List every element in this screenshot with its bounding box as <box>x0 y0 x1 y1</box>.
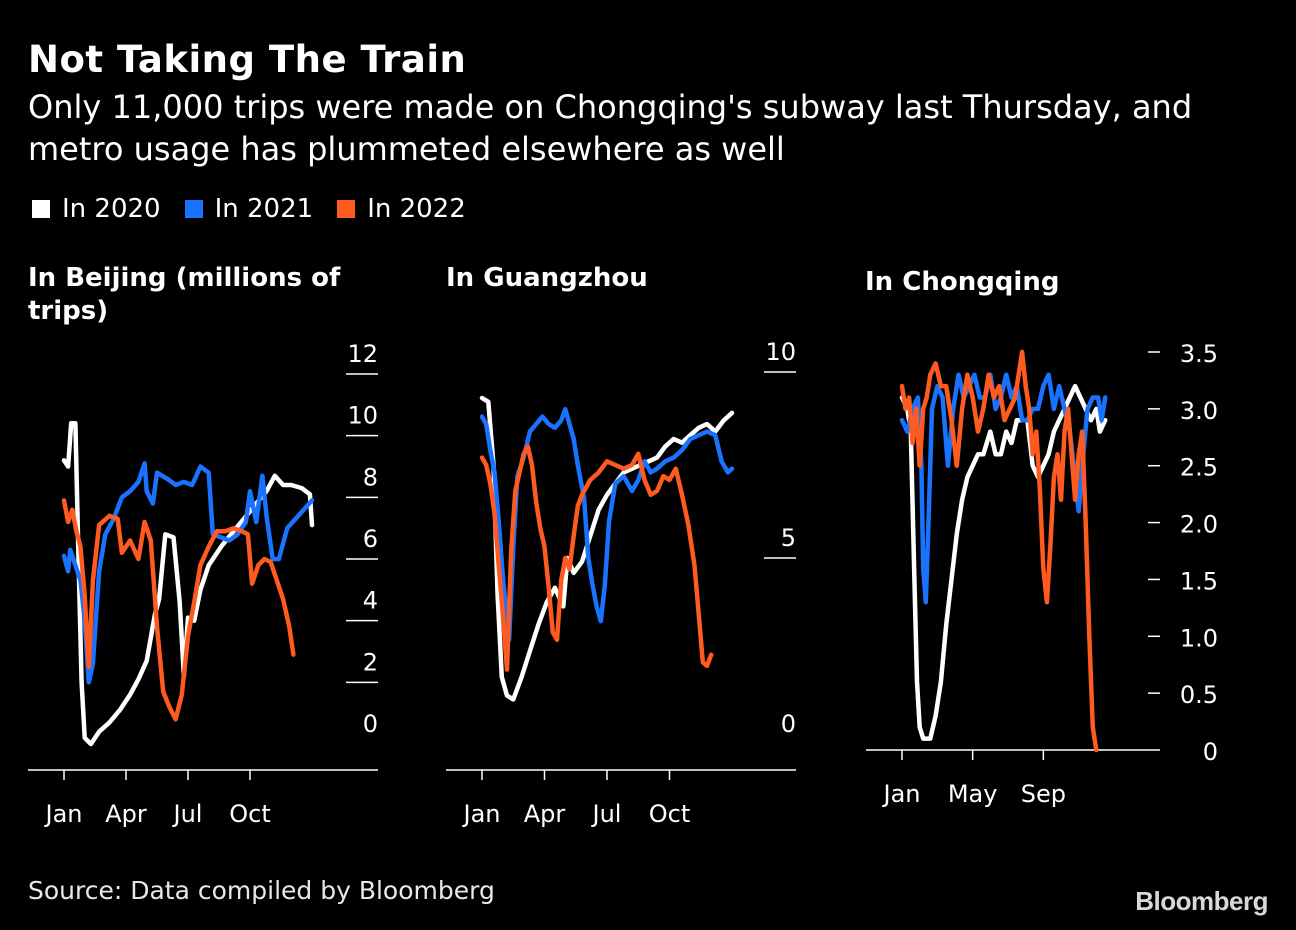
y-tick-label: 2.0 <box>1180 511 1218 539</box>
y-tick-label: 0.5 <box>1180 681 1218 709</box>
y-tick-label: 5 <box>781 524 796 552</box>
legend-item-2022[interactable]: In 2022 <box>337 194 466 224</box>
x-tick-label: Sep <box>1021 780 1066 808</box>
legend-swatch-2020 <box>32 200 50 218</box>
series-line-in-2021 <box>61 461 315 685</box>
bloomberg-logo: Bloomberg <box>1135 886 1268 916</box>
y-tick-label: 1.0 <box>1180 624 1218 652</box>
source-note: Source: Data compiled by Bloomberg <box>28 876 495 905</box>
x-tick-label: Apr <box>105 800 147 828</box>
chart-title: Not Taking The Train <box>28 38 467 81</box>
series-line-in-2022 <box>899 349 1099 753</box>
legend-item-2020[interactable]: In 2020 <box>32 194 161 224</box>
guangzhou-chart: 0 5 10 Jan Apr Jul Oct <box>446 338 796 828</box>
legend: In 2020 In 2021 In 2022 <box>32 194 490 224</box>
series-line-in-2020 <box>479 395 735 702</box>
panel-title-beijing: In Beijing (millions of trips) <box>28 263 341 326</box>
y-tick-label: 4 <box>363 587 378 615</box>
x-tick-label: Jan <box>462 800 501 828</box>
series-line-in-2022 <box>61 498 296 722</box>
series-line-in-2020 <box>899 383 1108 741</box>
x-tick-label: Apr <box>524 800 566 828</box>
series-line-in-2020 <box>61 421 315 747</box>
legend-swatch-2022 <box>337 200 356 218</box>
y-tick-label: 6 <box>363 525 378 553</box>
legend-label-2020: In 2020 <box>62 194 161 224</box>
y-tick-label: 8 <box>363 463 378 491</box>
panel-title-guangzhou: In Guangzhou <box>446 263 648 293</box>
y-tick-label: 1.5 <box>1180 567 1218 595</box>
y-tick-label: 2.5 <box>1180 454 1218 482</box>
y-tick-label: 10 <box>765 338 796 366</box>
y-tick-label: 0 <box>363 710 378 738</box>
legend-label-2022: In 2022 <box>367 194 466 224</box>
panel-title-chongqing: In Chongqing <box>865 267 1060 297</box>
x-tick-label: Oct <box>649 800 691 828</box>
legend-item-2021[interactable]: In 2021 <box>184 194 314 224</box>
x-tick-label: Jan <box>882 780 921 808</box>
y-tick-label: 12 <box>347 340 378 368</box>
y-tick-label: 0 <box>1203 738 1218 766</box>
y-tick-label: 2 <box>363 648 378 676</box>
beijing-chart: 0 2 4 6 8 10 12 Jan Apr Jul Oct <box>28 340 378 828</box>
x-tick-label: Jul <box>172 800 203 828</box>
y-tick-label: 0 <box>781 710 796 738</box>
chart-subtitle: Only 11,000 trips were made on Chongqing… <box>28 88 1193 168</box>
y-tick-label: 10 <box>347 402 378 430</box>
series-line-in-2021 <box>479 406 735 643</box>
series-line-in-2022 <box>479 444 714 672</box>
y-tick-label: 3.0 <box>1180 397 1218 425</box>
y-tick-label: 3.5 <box>1180 340 1218 368</box>
x-tick-label: Jan <box>44 800 83 828</box>
x-tick-label: Jul <box>591 800 622 828</box>
legend-swatch-2021 <box>184 200 203 218</box>
x-tick-label: Oct <box>229 800 271 828</box>
chongqing-chart: 0 0.5 1.0 1.5 2.0 2.5 3.0 3.5 Jan May Sep <box>866 340 1218 808</box>
x-tick-label: May <box>948 780 998 808</box>
legend-label-2021: In 2021 <box>214 194 314 224</box>
